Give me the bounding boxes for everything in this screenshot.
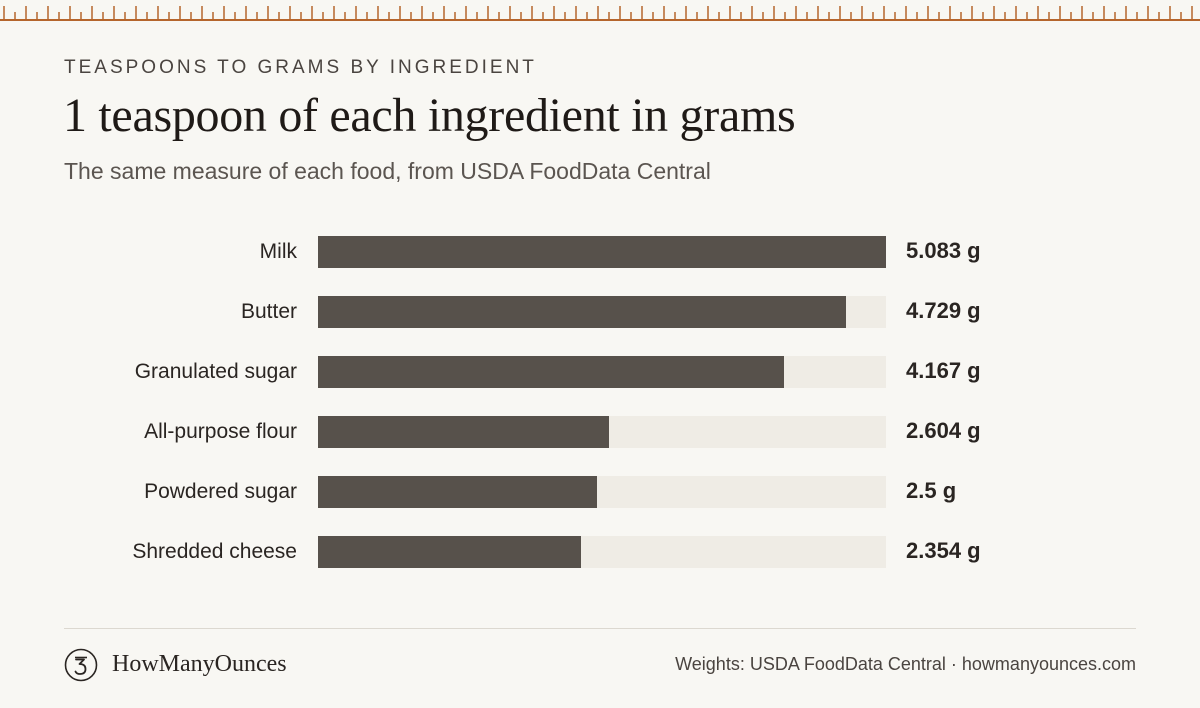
footer-divider [64, 628, 1136, 629]
category-label: Butter [240, 300, 297, 323]
bar [318, 356, 784, 388]
bar [318, 536, 582, 568]
value-label: 2.354 g [906, 538, 981, 563]
source-credit: Weights: USDA FoodData Central · howmany… [675, 654, 1136, 674]
scale-3-icon [64, 648, 98, 682]
value-label: 2.604 g [906, 418, 981, 443]
bar-track [318, 536, 886, 568]
category-label: Milk [259, 240, 297, 263]
category-label: Shredded cheese [132, 540, 297, 563]
bar-track [318, 356, 886, 388]
value-label: 4.167 g [906, 358, 981, 383]
bar-track [318, 236, 886, 268]
bar [318, 236, 886, 268]
category-label: Granulated sugar [134, 360, 297, 383]
bar-track [318, 296, 886, 328]
chart-eyebrow: TEASPOONS TO GRAMS BY INGREDIENT [64, 57, 537, 78]
chart-title: 1 teaspoon of each ingredient in grams [63, 89, 796, 142]
category-label: All-purpose flour [144, 420, 297, 443]
value-label: 4.729 g [906, 298, 981, 323]
bar-track [318, 416, 886, 448]
bar [318, 296, 847, 328]
bar [318, 416, 609, 448]
value-label: 2.5 g [906, 478, 957, 503]
bar-track [318, 476, 886, 508]
bar [318, 476, 598, 508]
value-label: 5.083 g [906, 238, 981, 263]
brand-name: HowManyOunces [112, 651, 287, 677]
chart-subtitle: The same measure of each food, from USDA… [64, 158, 711, 184]
ruler-decoration [0, 6, 1200, 21]
category-label: Powdered sugar [144, 480, 297, 503]
